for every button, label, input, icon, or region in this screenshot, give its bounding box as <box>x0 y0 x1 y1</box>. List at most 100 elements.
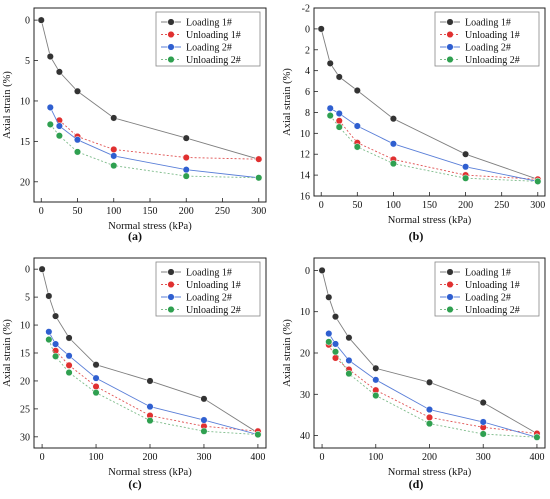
data-point <box>353 143 361 151</box>
y-tick-label: 14 <box>300 171 310 182</box>
series-unloading-2 <box>46 120 263 182</box>
data-point <box>462 150 470 158</box>
data-point <box>425 413 434 421</box>
data-point <box>255 155 263 163</box>
y-axis-title: Axial strain (%) <box>282 319 293 387</box>
data-point <box>325 338 333 346</box>
x-tick-label: 150 <box>143 206 158 217</box>
data-point <box>372 364 380 372</box>
x-tick-label: 200 <box>143 452 158 463</box>
y-tick-label: 15 <box>20 137 30 148</box>
x-tick-label: 300 <box>476 452 491 463</box>
legend-entry: Unloading 1# <box>465 30 520 41</box>
legend-marker <box>167 18 175 26</box>
legend-entry: Loading 1# <box>465 268 511 279</box>
series-line <box>48 331 259 436</box>
x-tick-label: 300 <box>251 206 266 217</box>
legend-marker <box>446 30 454 39</box>
legend-entry: Unloading 1# <box>465 280 520 291</box>
series-line <box>49 107 259 179</box>
y-tick-label: 0 <box>305 266 310 277</box>
x-tick-label: 200 <box>179 206 194 217</box>
data-point <box>479 430 487 438</box>
x-tick-label: 300 <box>196 452 211 463</box>
data-point <box>73 148 82 156</box>
data-point <box>38 265 46 273</box>
legend-entry: Loading 2# <box>186 43 232 54</box>
data-point <box>326 112 334 120</box>
data-point <box>389 140 397 148</box>
x-tick-label: 0 <box>39 206 44 217</box>
legend: Loading 1#Unloading 1# Loading 2#Unloadin… <box>155 11 261 67</box>
x-tick-label: 250 <box>215 206 230 217</box>
data-point <box>46 103 54 111</box>
legend-marker <box>167 305 175 314</box>
data-point <box>110 114 118 122</box>
x-tick-label: 400 <box>250 452 265 463</box>
x-tick-label: 100 <box>106 206 121 217</box>
legend: Loading 1#Unloading 1# Loading 2#Unloadin… <box>155 261 261 317</box>
data-point <box>462 163 470 171</box>
data-point <box>335 109 343 118</box>
data-point <box>55 132 63 140</box>
y-tick-label: 20 <box>300 349 310 360</box>
data-point <box>335 123 343 131</box>
y-axis-title: Axial strain (%) <box>282 68 293 136</box>
legend-marker <box>167 55 175 64</box>
data-point <box>92 382 100 391</box>
series-loading-1 <box>37 16 263 163</box>
x-axis-title: Normal stress (kPa) <box>108 467 192 478</box>
legend-marker <box>446 18 454 26</box>
data-point <box>110 152 118 160</box>
data-point <box>55 68 63 76</box>
data-point <box>255 174 263 182</box>
series-unloading-2 <box>45 336 262 439</box>
series-line <box>329 115 538 182</box>
data-point <box>317 25 325 33</box>
y-axis-title: Axial strain (%) <box>2 71 13 139</box>
data-point <box>345 370 353 378</box>
x-tick-label: 100 <box>386 200 401 211</box>
data-point <box>65 369 73 377</box>
legend-marker <box>167 293 175 301</box>
data-point <box>182 134 190 142</box>
data-point <box>73 87 82 95</box>
legend-marker <box>167 43 175 51</box>
x-tick-label: 250 <box>494 200 509 211</box>
legend-entry: Loading 1# <box>465 18 511 29</box>
x-tick-label: 50 <box>352 200 362 211</box>
legend-entry: Loading 2# <box>465 293 511 304</box>
x-tick-label: 100 <box>368 452 383 463</box>
data-point <box>345 356 353 364</box>
data-point <box>146 403 154 411</box>
data-point <box>425 406 434 414</box>
x-axis-title: Normal stress (kPa) <box>388 467 472 478</box>
y-tick-label: 20 <box>20 376 30 387</box>
data-point <box>353 122 361 130</box>
data-point <box>318 266 326 274</box>
legend-marker <box>446 280 454 289</box>
data-point <box>45 292 53 300</box>
series-line <box>59 120 259 160</box>
legend-entry: Loading 1# <box>186 18 232 29</box>
data-point <box>55 122 63 130</box>
data-point <box>92 361 100 369</box>
data-point <box>52 340 60 348</box>
y-tick-label: 30 <box>300 390 310 401</box>
legend-marker <box>446 43 454 51</box>
y-tick-label: 16 <box>300 192 310 203</box>
data-point <box>254 431 262 439</box>
panel-label: (b) <box>409 229 424 243</box>
data-point <box>182 172 190 180</box>
x-tick-label: 0 <box>40 452 45 463</box>
series-unloading-2 <box>326 112 542 185</box>
legend-marker <box>446 268 454 276</box>
data-point <box>353 86 361 95</box>
series-loading-2 <box>46 103 263 182</box>
y-tick-label: 4 <box>305 66 310 77</box>
data-point <box>200 427 208 435</box>
data-point <box>389 160 397 168</box>
data-point <box>73 136 82 144</box>
data-point <box>326 104 334 112</box>
